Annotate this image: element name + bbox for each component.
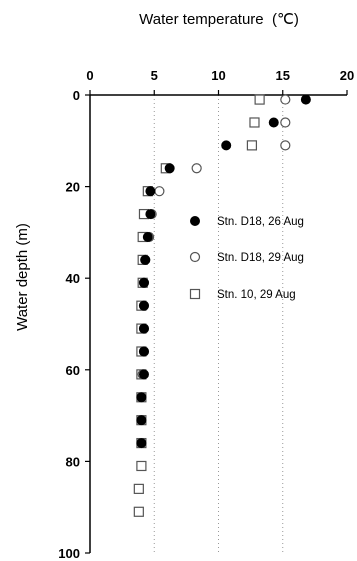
legend-marker-open-square bbox=[189, 288, 201, 300]
open-circle-point bbox=[280, 94, 291, 105]
legend-marker-open-circle bbox=[189, 251, 201, 263]
y-tick-label: 100 bbox=[58, 546, 80, 561]
filled-circle-point bbox=[145, 186, 156, 197]
y-tick-label: 40 bbox=[66, 271, 80, 286]
filled-circle-point bbox=[138, 323, 149, 334]
y-axis-title: Water depth (m) bbox=[14, 223, 31, 331]
legend-marker-filled-circle bbox=[190, 216, 200, 226]
x-tick-label: 10 bbox=[211, 68, 225, 83]
filled-circle-point bbox=[138, 277, 149, 288]
x-tick-label: 0 bbox=[86, 68, 93, 83]
filled-circle-point bbox=[140, 254, 151, 265]
filled-circle-point bbox=[138, 369, 149, 380]
y-tick-label: 20 bbox=[66, 180, 80, 195]
open-square-point bbox=[136, 460, 147, 472]
data-points bbox=[133, 94, 311, 517]
open-square-point bbox=[133, 483, 144, 494]
grid-lines bbox=[153, 95, 284, 553]
filled-circle-point bbox=[145, 209, 156, 220]
x-axis-title: Water temperature (℃) bbox=[139, 11, 299, 28]
y-tick-label: 0 bbox=[73, 88, 80, 103]
filled-circle-point bbox=[136, 415, 147, 426]
x-tick-label: 20 bbox=[340, 68, 354, 83]
filled-circle-point bbox=[300, 94, 311, 105]
open-circle-point bbox=[154, 186, 165, 197]
filled-circle-point bbox=[268, 117, 279, 128]
filled-circle-point bbox=[221, 140, 232, 151]
legend: Stn. D18, 26 Aug Stn. D18, 29 Aug Stn. 10,… bbox=[189, 216, 304, 301]
filled-circle-point bbox=[136, 392, 147, 403]
axes bbox=[85, 90, 348, 554]
open-square-point bbox=[254, 94, 265, 105]
open-circle-point bbox=[280, 140, 291, 151]
filled-circle-point bbox=[138, 300, 149, 311]
filled-circle-point bbox=[164, 163, 175, 174]
legend-label: Stn. 10, 29 Aug bbox=[217, 289, 296, 301]
open-circle-point bbox=[191, 163, 202, 174]
x-tick-label: 15 bbox=[276, 68, 290, 83]
legend-label: Stn. D18, 29 Aug bbox=[217, 252, 304, 264]
open-square-point bbox=[249, 117, 260, 128]
filled-circle-point bbox=[138, 346, 149, 357]
open-circle-point bbox=[280, 117, 291, 128]
tick-labels: 0 5 10 15 20 0 20 40 60 80 100 bbox=[58, 68, 354, 561]
x-tick-label: 5 bbox=[151, 68, 158, 83]
filled-circle-point bbox=[142, 231, 153, 242]
open-square-point bbox=[133, 506, 144, 517]
y-tick-label: 80 bbox=[66, 454, 80, 469]
y-tick-label: 60 bbox=[66, 363, 80, 378]
open-square-point bbox=[246, 140, 258, 151]
filled-circle-point bbox=[136, 438, 147, 449]
legend-label: Stn. D18, 26 Aug bbox=[217, 216, 304, 228]
